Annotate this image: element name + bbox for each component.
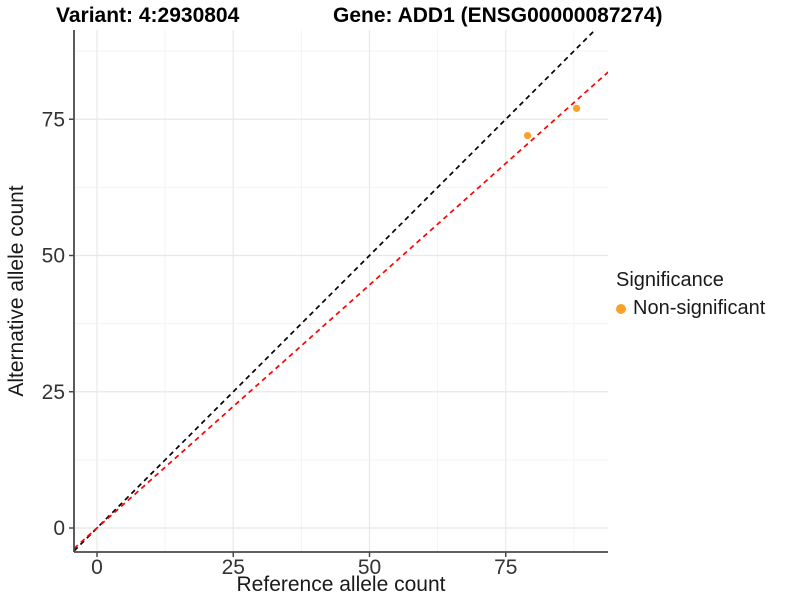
legend-item-non-significant: Non-significant bbox=[616, 297, 765, 320]
y-axis-title: Alternative allele count bbox=[5, 185, 28, 397]
plot-title-variant: Variant: 4:2930804 bbox=[56, 4, 240, 27]
data-point-non-significant bbox=[523, 132, 532, 140]
y-tick-label-75: 75 bbox=[42, 108, 65, 131]
x-tick-label-0: 0 bbox=[91, 556, 103, 579]
point-swatch-icon bbox=[616, 303, 626, 314]
allelic-ratio-line bbox=[74, 71, 608, 550]
y-tick-label-25: 25 bbox=[42, 381, 65, 404]
legend-title: Significance bbox=[616, 269, 724, 291]
legend-item-label: Non-significant bbox=[633, 297, 766, 319]
y-tick-label-50: 50 bbox=[42, 245, 65, 268]
x-tick-label-75: 75 bbox=[494, 556, 517, 579]
data-point-non-significant bbox=[573, 104, 581, 112]
x-tick-label-50: 50 bbox=[358, 556, 381, 579]
x-axis-title: Reference allele count bbox=[236, 573, 446, 596]
panel-background bbox=[74, 30, 608, 552]
legend: Significance Non-significant bbox=[616, 269, 765, 320]
plot-title-gene: Gene: ADD1 (ENSG00000087274) bbox=[333, 4, 663, 27]
y-tick-label-0: 0 bbox=[53, 517, 65, 540]
reference-lines bbox=[74, 30, 608, 552]
x-tick-label-25: 25 bbox=[222, 556, 245, 579]
